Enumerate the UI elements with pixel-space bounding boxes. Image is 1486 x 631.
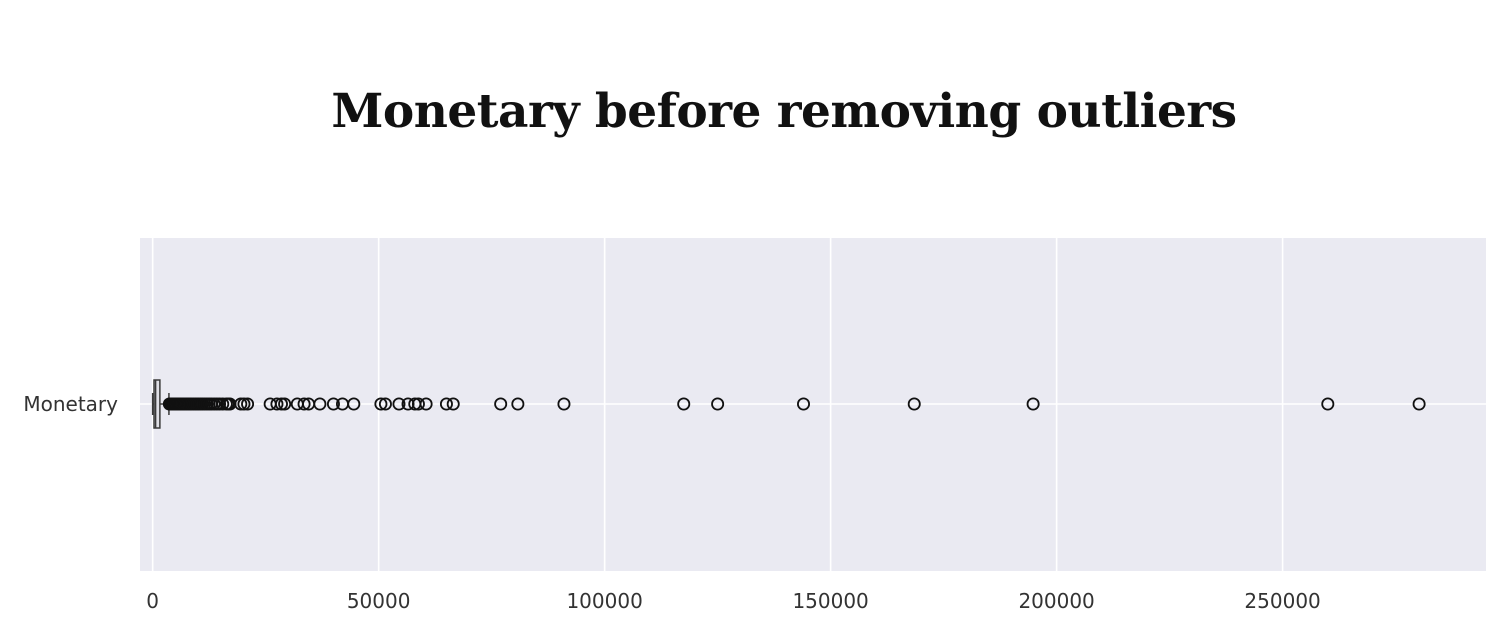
x-tick-label: 0 (146, 589, 159, 613)
outlier-point (677, 397, 691, 411)
outlier-point (439, 397, 453, 411)
outlier-point (347, 397, 361, 411)
iqr-box (153, 379, 161, 429)
outlier-points (162, 397, 1426, 411)
y-tick-label: Monetary (23, 392, 118, 416)
axis-labels: 0 50000 100000 150000 200000 250000 Monetary (23, 392, 1320, 613)
outlier-point (374, 397, 388, 411)
outlier-point (216, 397, 230, 411)
outlier-point (313, 397, 327, 411)
x-tick-label: 200000 (1018, 589, 1094, 613)
x-tick-label: 250000 (1244, 589, 1320, 613)
outlier-point (297, 397, 311, 411)
outlier-point (419, 397, 433, 411)
outlier-point (378, 397, 392, 411)
outlier-point (278, 397, 292, 411)
x-tick-label: 100000 (566, 589, 642, 613)
outlier-point (511, 397, 525, 411)
outlier-point (557, 397, 571, 411)
outlier-point (411, 397, 425, 411)
outlier-point (711, 397, 725, 411)
outlier-point (446, 397, 460, 411)
outlier-point (326, 397, 340, 411)
outlier-point (237, 397, 251, 411)
outlier-point (270, 397, 284, 411)
grid-lines (140, 238, 1486, 571)
outlier-point (494, 397, 508, 411)
outlier-point (241, 397, 255, 411)
outlier-point (907, 397, 921, 411)
outlier-point (1026, 397, 1040, 411)
chart-title: Monetary before removing outliers (331, 84, 1237, 139)
outlier-point (392, 397, 406, 411)
x-tick-label: 50000 (347, 589, 411, 613)
outlier-point (1321, 397, 1335, 411)
x-tick-label: 150000 (792, 589, 868, 613)
outlier-point (797, 397, 811, 411)
outlier-point (1412, 397, 1426, 411)
